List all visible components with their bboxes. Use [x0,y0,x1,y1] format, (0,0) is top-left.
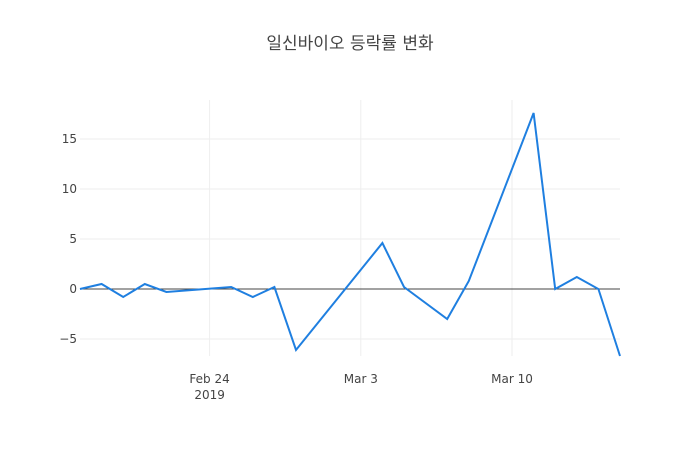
y-tick-label: 0 [69,282,77,296]
y-tick-label: 15 [62,132,77,146]
x-tick-label: Feb 24 2019 [189,372,229,402]
x-tick-label: Mar 3 [344,372,378,386]
line-series [79,112,621,357]
y-tick-label: 10 [62,182,77,196]
y-tick-label: 5 [69,232,77,246]
y-tick-label: −5 [59,332,77,346]
x-tick-label: Mar 10 [491,372,533,386]
chart-title: 일신바이오 등락률 변화 [266,34,434,54]
